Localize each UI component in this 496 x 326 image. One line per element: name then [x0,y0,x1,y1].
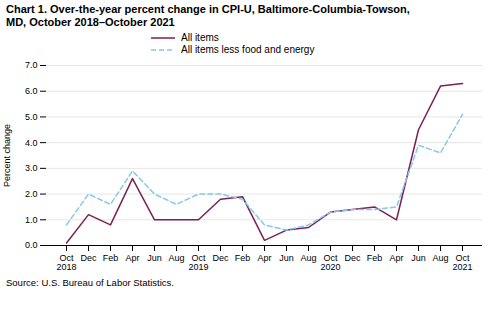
svg-text:3.0: 3.0 [25,163,38,173]
svg-text:Dec: Dec [80,253,97,263]
svg-text:Oct2018: Oct2018 [56,253,76,272]
svg-text:Aug: Aug [432,253,448,263]
svg-text:Apr: Apr [389,253,403,263]
svg-text:0.0: 0.0 [25,240,38,250]
svg-text:Percent change: Percent change [2,124,12,187]
svg-text:Oct2020: Oct2020 [320,253,340,272]
svg-text:Aug: Aug [300,253,316,263]
svg-text:Dec: Dec [344,253,361,263]
html-text:All items: All items [181,32,219,43]
svg-text:Jun: Jun [411,253,426,263]
svg-text:Apr: Apr [125,253,139,263]
svg-text:Aug: Aug [168,253,184,263]
svg-text:Dec: Dec [212,253,229,263]
html-text:Chart 1. Over-the-year percent: Chart 1. Over-the-year percent change in… [6,3,410,15]
svg-text:Jun: Jun [147,253,162,263]
html-text:Source: U.S. Bureau of Labor S: Source: U.S. Bureau of Labor Statistics. [6,277,174,288]
svg-text:Apr: Apr [257,253,271,263]
svg-text:4.0: 4.0 [25,138,38,148]
svg-text:Feb: Feb [367,253,383,263]
html-text:MD, October 2018–October 2021: MD, October 2018–October 2021 [6,16,175,28]
svg-text:Oct2019: Oct2019 [188,253,208,272]
svg-text:Feb: Feb [235,253,251,263]
svg-text:1.0: 1.0 [25,215,38,225]
svg-text:7.0: 7.0 [25,60,38,70]
html-text:All items less food and energy: All items less food and energy [181,44,315,55]
svg-text:5.0: 5.0 [25,112,38,122]
svg-text:Jun: Jun [279,253,294,263]
svg-text:Oct2021: Oct2021 [452,253,472,272]
svg-text:2.0: 2.0 [25,189,38,199]
svg-text:Feb: Feb [103,253,119,263]
svg-text:6.0: 6.0 [25,86,38,96]
